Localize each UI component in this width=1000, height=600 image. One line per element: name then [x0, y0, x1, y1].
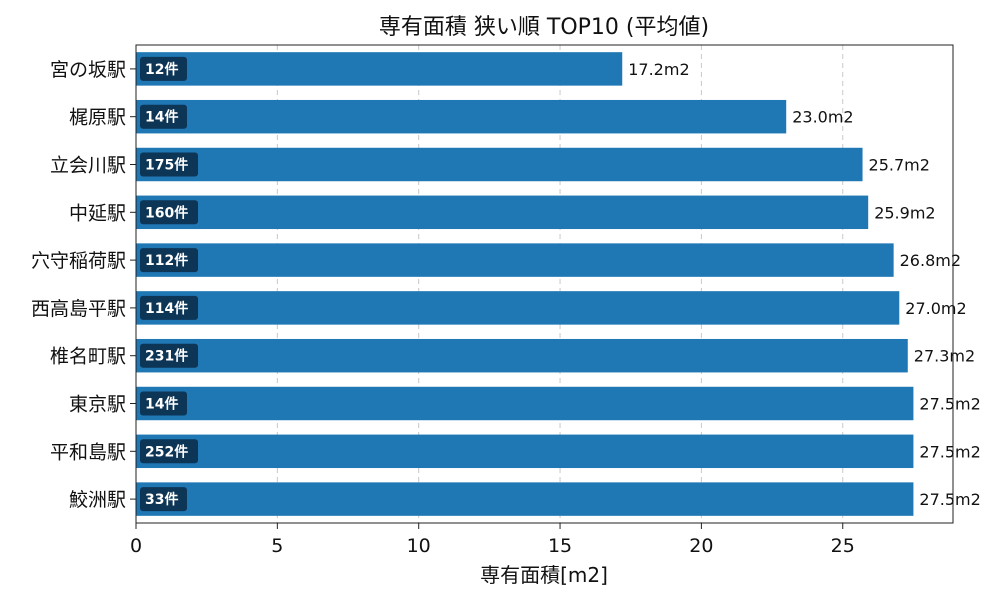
- count-badge: [140, 391, 187, 416]
- y-tick-label: 西高島平駅: [31, 298, 126, 320]
- count-label: 112件: [145, 252, 188, 269]
- count-label: 33件: [145, 491, 178, 508]
- count-label: 160件: [145, 204, 188, 221]
- x-axis-label: 専有面積[m2]: [480, 563, 608, 587]
- count-label: 252件: [145, 443, 188, 460]
- x-axis-ticks: 0 5 10 15 20 25: [130, 523, 855, 557]
- plot-frame: [135, 44, 954, 524]
- count-badge: [140, 200, 198, 225]
- bar: [136, 147, 863, 182]
- bar: [136, 52, 623, 86]
- value-label: 27.5m2: [919, 490, 980, 509]
- y-tick-label: 鮫洲駅: [69, 489, 126, 511]
- x-tick-label: 20: [689, 535, 713, 557]
- value-label: 17.2m2: [628, 60, 689, 79]
- count-badge: [140, 343, 198, 368]
- count-badge: [140, 439, 198, 464]
- count-label: 12件: [145, 61, 178, 78]
- y-tick-label: 梶原駅: [69, 107, 126, 129]
- value-label: 23.0m2: [792, 108, 853, 127]
- y-tick-label: 平和島駅: [50, 441, 126, 463]
- bar: [136, 434, 914, 469]
- y-tick-label: 穴守稲荷駅: [31, 250, 126, 272]
- y-tick-label: 中延駅: [69, 202, 126, 224]
- count-label: 175件: [145, 157, 188, 174]
- y-tick-label: 椎名町駅: [50, 346, 126, 368]
- value-label: 25.9m2: [874, 203, 935, 222]
- y-tick-label: 宮の坂駅: [50, 59, 126, 81]
- bar: [136, 291, 900, 325]
- count-badge: [140, 152, 198, 177]
- bar: [136, 195, 869, 230]
- x-tick-label: 15: [548, 535, 572, 557]
- count-badge: [140, 104, 187, 129]
- value-label: 25.7m2: [869, 156, 930, 175]
- x-tick-label: 0: [130, 535, 142, 557]
- y-tick-label: 立会川駅: [50, 155, 126, 177]
- x-tick-label: 10: [407, 535, 431, 557]
- bar: [136, 338, 908, 373]
- chart-title: 専有面積 狭い順 TOP10 (平均値): [379, 15, 709, 40]
- count-label: 14件: [145, 109, 178, 126]
- y-tick-label: 東京駅: [69, 394, 126, 416]
- bar: [136, 482, 914, 516]
- count-label: 231件: [145, 348, 188, 365]
- bar: [136, 243, 894, 277]
- bar: [136, 99, 787, 134]
- count-label: 114件: [145, 300, 188, 317]
- bars: 17.2m2 12件 23.0m2 14件 25.7m2 175件 25.9m2 160件 26…: [136, 52, 981, 516]
- value-label: 27.5m2: [919, 395, 980, 414]
- count-badge: [140, 295, 198, 320]
- x-tick-label: 5: [271, 535, 283, 557]
- count-label: 14件: [145, 396, 178, 413]
- x-tick-label: 25: [831, 535, 855, 557]
- bar: [136, 386, 914, 421]
- value-label: 27.5m2: [919, 442, 980, 461]
- count-badge: [140, 56, 187, 81]
- value-label: 27.0m2: [905, 299, 966, 318]
- count-badge: [140, 248, 198, 273]
- value-label: 27.3m2: [914, 347, 975, 366]
- count-badge: [140, 487, 187, 512]
- value-label: 26.8m2: [900, 251, 961, 270]
